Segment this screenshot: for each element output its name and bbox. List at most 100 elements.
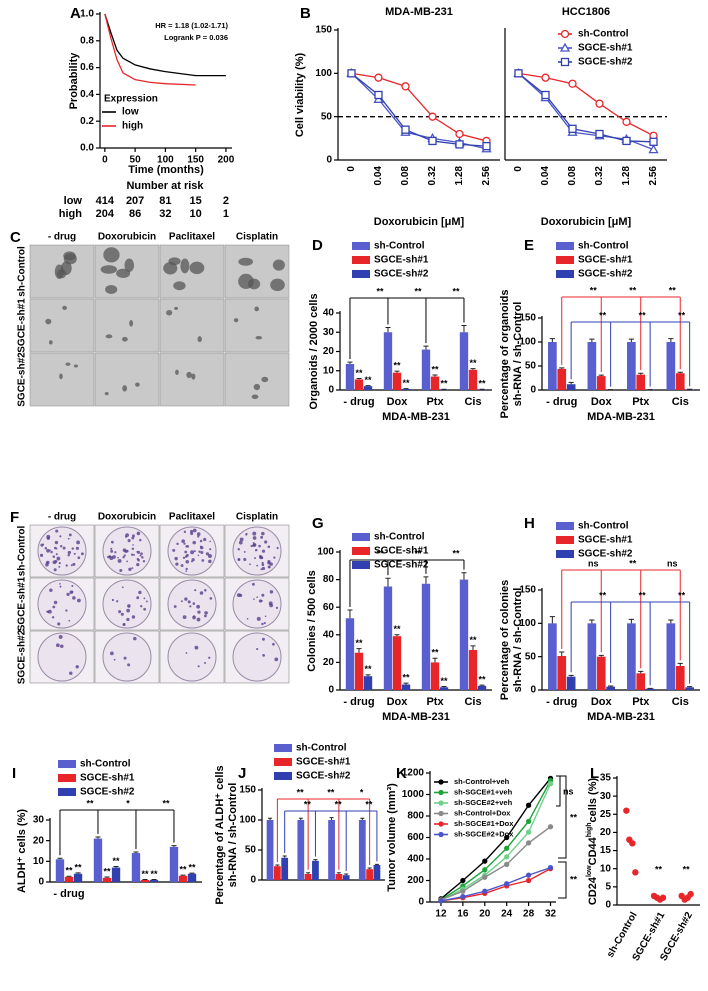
x-tick-label: 0.08 (400, 166, 411, 186)
legend-label: SGCE-sh#1 (374, 546, 429, 557)
bracket (558, 775, 567, 859)
legend-label: sh-Control (374, 241, 425, 252)
organoid (253, 383, 261, 391)
organoid (191, 373, 196, 380)
significance: ** (151, 869, 159, 879)
significance: ** (403, 672, 411, 682)
colony (268, 601, 273, 606)
colony (261, 637, 265, 641)
legend-title: Expression (104, 94, 158, 105)
risk-value: 10 (190, 208, 202, 220)
colony (182, 556, 186, 559)
colony (180, 564, 184, 568)
colony (133, 636, 137, 641)
colony (173, 605, 177, 608)
colony (260, 568, 263, 571)
organoid (255, 335, 263, 340)
legend-label: sh-Control (80, 759, 131, 770)
organoid (180, 258, 190, 274)
x-tick-label: Ptx (632, 396, 650, 408)
bar (587, 342, 597, 390)
bar (666, 623, 676, 690)
y-tick-label: 30 (323, 327, 335, 338)
colony (140, 605, 143, 608)
legend-swatch (352, 256, 370, 264)
legend-label: sh-SGCE#1+veh (454, 787, 513, 796)
bar (636, 673, 646, 690)
comparison-label: ns (588, 558, 599, 568)
chart-title: MDA-MB-231 (385, 6, 453, 18)
organoid (135, 382, 140, 387)
column-label: Cisplatin (236, 512, 278, 523)
y-tick-label: 60 (323, 602, 335, 613)
y-tick-label: 400 (407, 854, 424, 865)
series-line (518, 72, 654, 137)
legend-label: sh-Control (578, 521, 629, 532)
error-bar (559, 651, 565, 656)
bar (354, 652, 364, 690)
colony (185, 559, 190, 564)
error-bar (568, 674, 574, 677)
marker (547, 781, 554, 787)
panel-letter: D (312, 237, 323, 254)
x-axis-label: Doxorubicin [μM] (374, 216, 465, 228)
error-bar (394, 370, 400, 373)
error-bar (568, 381, 574, 385)
colony (203, 537, 207, 542)
y-axis-label: CD24lowCD44highcells (%) (586, 778, 599, 906)
bar (401, 389, 411, 390)
colony (264, 540, 268, 544)
colony (200, 550, 204, 554)
colony (131, 615, 136, 619)
error-bar (385, 326, 391, 333)
error-bar (313, 859, 318, 861)
colony (276, 546, 279, 550)
colony (51, 616, 55, 619)
colony (267, 545, 271, 549)
y-axis-label: Percentage of ALDH⁺ cells (214, 765, 226, 904)
error-bar (470, 645, 476, 650)
colony (260, 535, 264, 539)
marker (438, 810, 444, 817)
colony (130, 553, 134, 556)
bar (557, 368, 567, 390)
legend-label: SGCE-sh#2 (296, 771, 351, 782)
colony (246, 617, 249, 620)
y-tick-label: 1000 (402, 789, 425, 800)
comparison-label: ** (414, 286, 422, 296)
colony (110, 549, 114, 553)
colony (71, 585, 74, 588)
colony (137, 558, 140, 562)
marker (438, 821, 444, 827)
significance: ** (355, 368, 363, 378)
comparison-label: ** (629, 558, 637, 568)
organoid (254, 306, 260, 312)
significance: ** (75, 862, 83, 872)
marker (482, 141, 491, 151)
colony (73, 552, 76, 555)
legend-swatch (58, 788, 76, 796)
x-axis-label: MDA-MB-231 (587, 711, 655, 723)
y-tick-label: 0 (418, 897, 424, 908)
organoid (62, 305, 68, 311)
y-tick-label: 150 (519, 313, 536, 324)
colony (50, 550, 53, 554)
well (102, 632, 152, 682)
colony (110, 547, 113, 550)
comparison-label: ** (452, 286, 460, 296)
colony (58, 562, 61, 565)
column-label: Cisplatin (236, 232, 278, 243)
significance: ** (431, 648, 439, 658)
error-bar (336, 872, 341, 874)
series-line (351, 72, 487, 147)
annotation: ns (563, 786, 574, 796)
legend-swatch (556, 522, 574, 530)
colony (122, 556, 125, 559)
y-tick-label: 0 (530, 685, 536, 696)
legend-label: sh-Control+Dox (454, 808, 511, 817)
y-tick-label: 1.0 (80, 9, 94, 20)
error-bar (365, 674, 371, 677)
y-tick-label: 0.0 (80, 143, 94, 154)
row-label: SGCE-sh#2 (17, 352, 28, 407)
marker (438, 831, 444, 838)
